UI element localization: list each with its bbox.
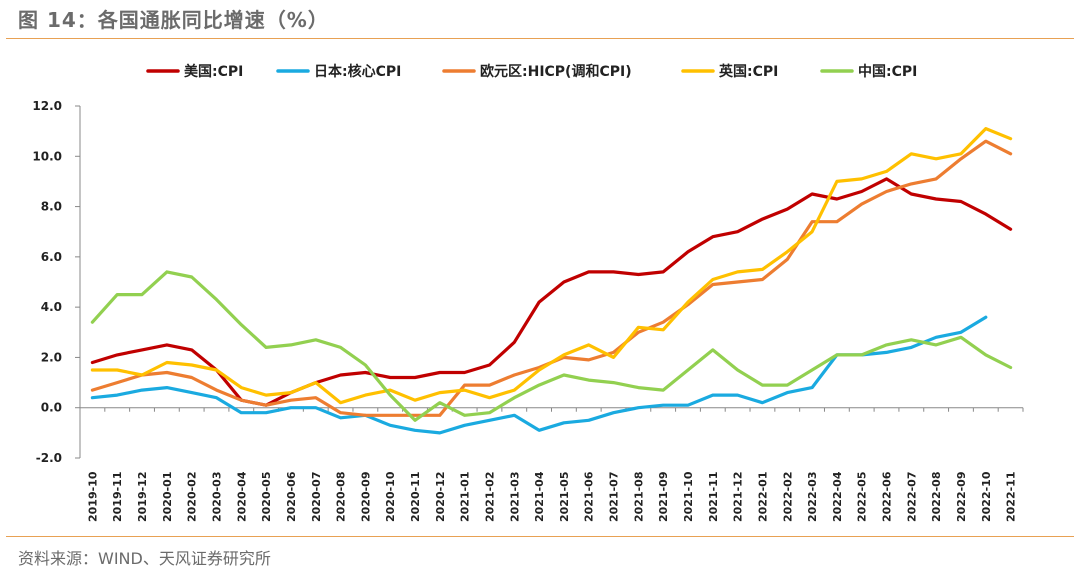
series-line (90, 177, 1013, 407)
legend-label: 日本:核心CPI (314, 63, 401, 80)
x-tick-label: 2022-05 (856, 472, 869, 523)
x-tick-label: 2022-11 (1005, 472, 1018, 522)
x-tick-label: 2020-07 (310, 472, 323, 523)
x-tick-label: 2019-11 (111, 472, 124, 523)
series-line (90, 127, 1013, 405)
header-divider (6, 38, 1074, 39)
x-axis: 2019-10 2019-11 2019-12 2020-01 2020-02 2020-… (79, 407, 1024, 523)
y-tick-label: 2.0 (41, 350, 62, 364)
x-tick-label: 2022-04 (831, 471, 844, 522)
x-tick-label: 2020-05 (260, 472, 273, 523)
x-tick-label: 2020-06 (285, 471, 298, 522)
x-tick-label: 2022-01 (756, 472, 769, 523)
y-tick-label: 10.0 (32, 149, 62, 163)
x-tick-label: 2022-02 (781, 472, 794, 523)
y-tick-label: 12.0 (32, 99, 62, 113)
x-tick-label: 2021-09 (657, 472, 670, 523)
x-tick-label: 2022-07 (905, 472, 918, 523)
x-tick-label: 2021-07 (608, 472, 621, 523)
footer-divider (6, 536, 1074, 537)
x-tick-label: 2021-10 (682, 471, 695, 522)
line-chart: 美国:CPI 日本:核心CPI 欧元区:HICP(调和CPI) 英国:CPI 中国:CP… (32, 63, 1024, 523)
x-tick-label: 2020-03 (210, 472, 223, 523)
y-tick-label: 0.0 (41, 401, 62, 415)
x-tick-label: 2021-11 (707, 472, 720, 523)
x-tick-label: 2020-12 (434, 472, 447, 523)
y-tick-label: -2.0 (36, 451, 62, 465)
source-note: 资料来源：WIND、天风证券研究所 (18, 549, 271, 568)
x-tick-label: 2022-03 (806, 472, 819, 523)
legend-label: 中国:CPI (858, 63, 917, 80)
series-lines (90, 127, 1013, 435)
x-tick-label: 2019-10 (86, 471, 99, 522)
chart-title: 图 14：各国通胀同比增速（%） (18, 8, 329, 32)
series-line (90, 270, 1013, 422)
x-tick-label: 2021-06 (583, 471, 596, 522)
x-tick-label: 2022-10 (980, 471, 993, 522)
x-tick-label: 2022-06 (881, 471, 894, 522)
x-tick-label: 2021-03 (508, 472, 521, 523)
legend-label: 美国:CPI (184, 63, 243, 80)
y-axis: 12.0 10.0 8.0 6.0 4.0 2.0 0.0 -2.0 (32, 99, 81, 465)
legend: 美国:CPI 日本:核心CPI 欧元区:HICP(调和CPI) 英国:CPI 中国:CP… (146, 63, 917, 80)
x-tick-label: 2020-10 (384, 471, 397, 522)
x-tick-label: 2021-12 (732, 472, 745, 523)
x-tick-label: 2020-08 (335, 472, 348, 523)
series-line (90, 139, 1013, 417)
y-tick-label: 8.0 (41, 200, 62, 214)
x-tick-label: 2019-12 (136, 472, 149, 523)
series-line (90, 315, 988, 435)
y-tick-label: 4.0 (41, 300, 62, 314)
x-tick-label: 2021-01 (459, 471, 472, 522)
x-tick-label: 2021-02 (483, 471, 496, 522)
x-tick-label: 2021-04 (533, 471, 546, 522)
y-tick-label: 6.0 (41, 250, 62, 264)
x-tick-label: 2020-01 (161, 472, 174, 523)
x-tick-label: 2020-02 (186, 472, 199, 523)
legend-label: 欧元区:HICP(调和CPI) (480, 63, 632, 80)
legend-label: 英国:CPI (718, 63, 778, 80)
x-tick-label: 2020-11 (409, 472, 422, 523)
x-tick-label: 2022-08 (930, 472, 943, 523)
x-tick-label: 2020-09 (359, 472, 372, 523)
x-tick-label: 2022-09 (955, 472, 968, 523)
x-tick-label: 2021-05 (558, 472, 571, 523)
x-tick-label: 2021-08 (632, 472, 645, 523)
x-tick-label: 2020-04 (235, 471, 248, 522)
